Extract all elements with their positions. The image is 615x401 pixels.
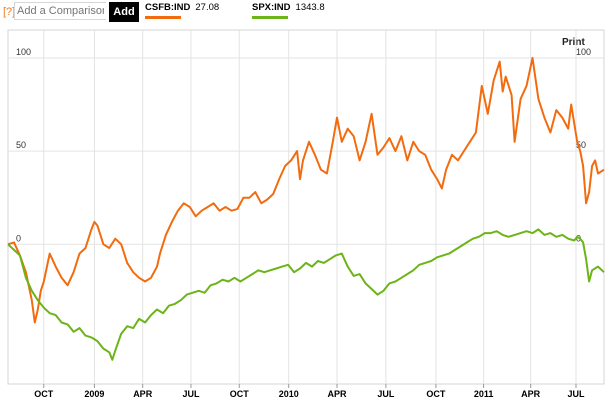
y-tick-label-left: 100 xyxy=(16,47,31,57)
help-link[interactable]: [?] xyxy=(3,6,16,18)
plot-area xyxy=(7,29,605,385)
x-tick-label: 2010 xyxy=(279,389,299,399)
x-tick-label: OCT xyxy=(230,389,250,399)
legend-swatch xyxy=(252,16,288,19)
y-tick-label-left: 50 xyxy=(16,140,26,150)
x-tick-label: APR xyxy=(327,389,347,399)
x-tick-label: JUL xyxy=(567,389,585,399)
y-tick-label-right: 50 xyxy=(576,140,586,150)
legend-symbol: SPX:IND xyxy=(252,2,291,13)
legend-swatch xyxy=(145,16,181,19)
x-tick-label: OCT xyxy=(426,389,446,399)
print-link[interactable]: Print xyxy=(562,37,585,48)
toolbar: [?] Add CSFB:IND 27.08 SPX:IND 1343.8 xyxy=(0,0,615,26)
legend-value: 1343.8 xyxy=(295,2,325,13)
x-tick-label: OCT xyxy=(34,389,54,399)
x-tick-label: JUL xyxy=(182,389,200,399)
x-tick-label: JUL xyxy=(377,389,395,399)
x-tick-label: 2011 xyxy=(474,389,494,399)
x-tick-label: APR xyxy=(521,389,541,399)
add-comparison-button[interactable]: Add xyxy=(109,2,139,22)
legend-symbol: CSFB:IND xyxy=(145,2,191,13)
legend-value: 27.08 xyxy=(195,2,220,13)
x-tick-label: APR xyxy=(133,389,153,399)
legend-item-spx: SPX:IND 1343.8 xyxy=(252,2,325,22)
y-tick-label-left: 0 xyxy=(16,233,21,243)
series-line-spx-ind xyxy=(7,228,605,361)
add-comparison-input[interactable] xyxy=(14,2,106,20)
y-tick-label-right: 100 xyxy=(576,47,591,57)
x-tick-label: 2009 xyxy=(84,389,104,399)
legend-item-csfb: CSFB:IND 27.08 xyxy=(145,2,219,22)
series-line-csfb-ind xyxy=(7,56,605,324)
